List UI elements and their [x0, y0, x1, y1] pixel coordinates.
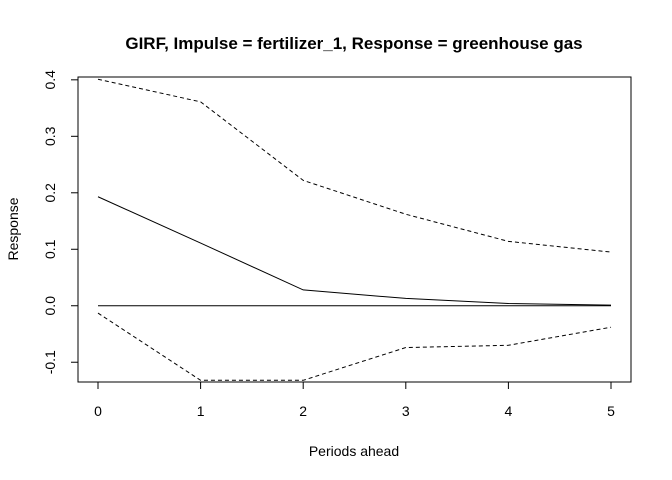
- girf-line: [97, 196, 612, 306]
- upper-bound-line: [97, 78, 612, 253]
- y-tick-label: 0.1: [42, 239, 58, 259]
- y-tick-label: 0.3: [42, 126, 58, 146]
- x-tick-label: 2: [299, 403, 307, 419]
- chart-title: GIRF, Impulse = fertilizer_1, Response =…: [125, 34, 582, 53]
- x-axis-label: Periods ahead: [309, 443, 399, 459]
- x-tick-label: 0: [94, 403, 102, 419]
- x-tick-label: 5: [607, 403, 615, 419]
- y-tick-label: 0.4: [42, 70, 58, 90]
- y-tick-label: -0.1: [42, 350, 58, 374]
- y-axis-label: Response: [5, 197, 21, 260]
- x-axis: 0 1 2 3 4 5: [94, 381, 615, 419]
- x-tick-label: 1: [197, 403, 205, 419]
- lower-bound-line: [97, 312, 612, 381]
- y-axis: -0.1 0.0 0.1 0.2 0.3 0.4: [42, 70, 79, 374]
- y-tick-label: 0.2: [42, 183, 58, 203]
- series-layer: [97, 78, 612, 381]
- plot-frame: [77, 76, 632, 383]
- x-tick-label: 3: [402, 403, 410, 419]
- x-tick-label: 4: [505, 403, 513, 419]
- y-tick-label: 0.0: [42, 296, 58, 316]
